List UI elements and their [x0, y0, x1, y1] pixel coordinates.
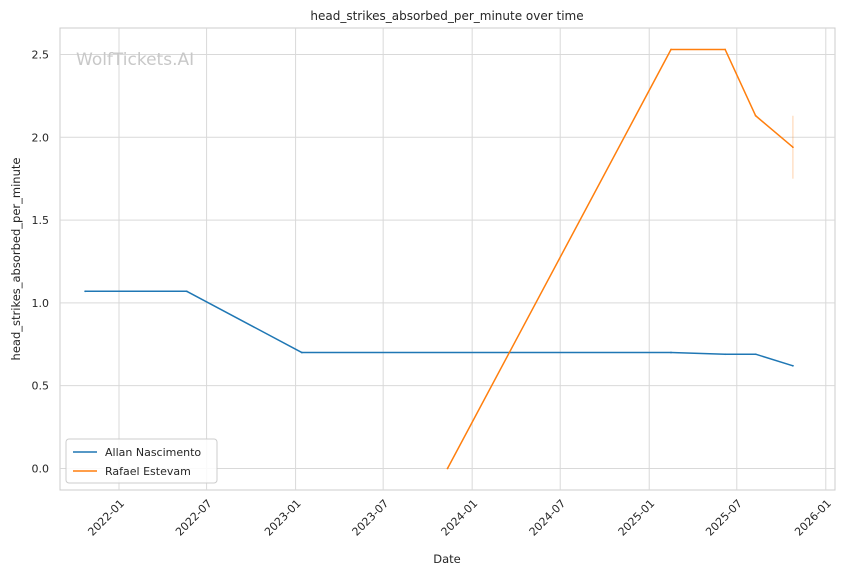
- data-point-allan-nascimento: [84, 290, 87, 293]
- y-tick-label: 1.5: [32, 214, 50, 227]
- data-point-allan-nascimento: [792, 364, 794, 367]
- y-tick-label: 1.0: [32, 297, 50, 310]
- data-point-rafael-estevam: [670, 48, 672, 51]
- data-point-rafael-estevam: [754, 114, 757, 117]
- data-point-allan-nascimento: [300, 351, 303, 354]
- data-point-rafael-estevam: [792, 146, 794, 149]
- legend-label-rafael-estevam: Rafael Estevam: [105, 465, 191, 478]
- data-point-rafael-estevam: [724, 48, 727, 51]
- y-tick-label: 2.0: [32, 131, 50, 144]
- data-point-allan-nascimento: [724, 353, 727, 356]
- y-axis-ticks: 0.0 0.5 1.0 1.5 2.0 2.5: [32, 48, 50, 475]
- legend-label-allan-nascimento: Allan Nascimento: [105, 446, 201, 459]
- series-layer: [84, 48, 794, 470]
- plot-area: [59, 27, 836, 491]
- legend: Allan Nascimento Rafael Estevam: [65, 438, 218, 484]
- y-tick-label: 2.5: [32, 48, 50, 61]
- legend-box: [65, 438, 218, 484]
- x-axis-label: Date: [433, 552, 461, 566]
- chart-title: head_strikes_absorbed_per_minute over ti…: [310, 9, 583, 23]
- data-point-allan-nascimento: [670, 351, 672, 354]
- data-point-rafael-estevam: [446, 467, 449, 470]
- watermark: WolfTickets.AI: [76, 50, 194, 70]
- y-tick-label: 0.5: [32, 380, 50, 393]
- y-axis-label: head_strikes_absorbed_per_minute: [9, 158, 23, 361]
- y-tick-label: 0.0: [32, 462, 50, 475]
- data-point-allan-nascimento: [185, 290, 188, 293]
- grid-lines: [60, 28, 835, 490]
- data-point-allan-nascimento: [754, 353, 757, 356]
